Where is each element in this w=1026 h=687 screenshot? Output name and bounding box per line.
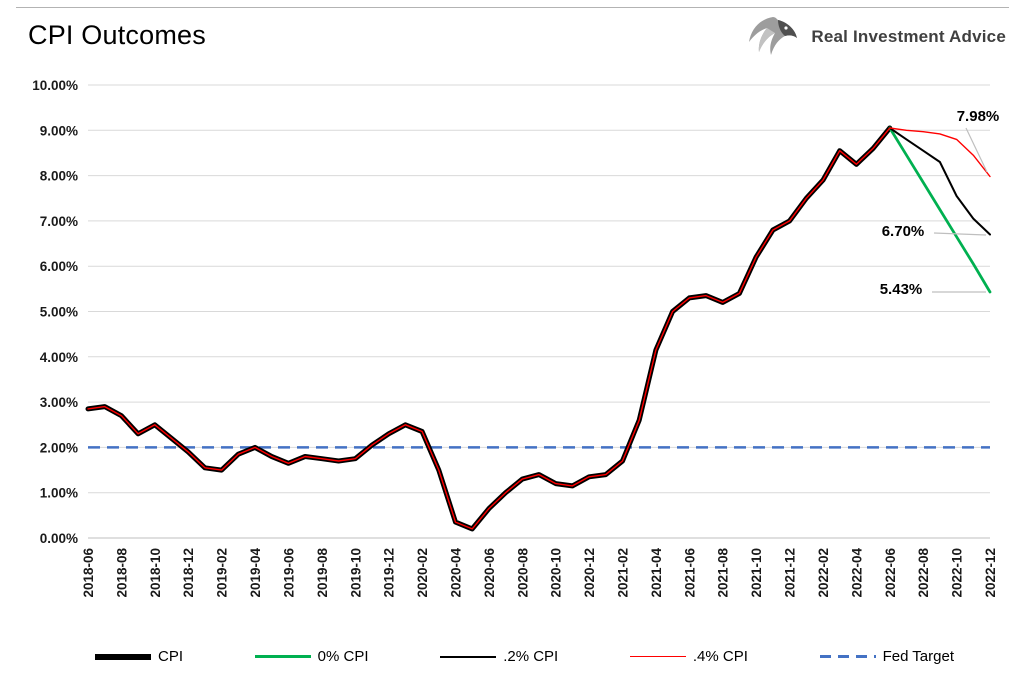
x-tick-label: 2022-10 xyxy=(950,548,965,598)
red-line-swatch-icon xyxy=(629,655,686,658)
y-tick-label: 3.00% xyxy=(40,395,78,410)
x-tick-label: 2018-06 xyxy=(81,548,96,598)
series-0pct-cpi xyxy=(888,126,992,294)
x-tick-label: 2021-06 xyxy=(682,548,697,598)
x-tick-label: 2018-08 xyxy=(114,548,129,598)
y-tick-label: 8.00% xyxy=(40,169,78,184)
x-tick-label: 2021-10 xyxy=(749,548,764,598)
x-tick-label: 2020-10 xyxy=(549,548,564,598)
legend-item-04pct-cpi[interactable]: .4% CPI xyxy=(629,648,748,665)
y-tick-label: 9.00% xyxy=(40,123,78,138)
x-tick-label: 2021-04 xyxy=(649,548,664,598)
chart-title: CPI Outcomes xyxy=(28,20,206,50)
legend-label: .2% CPI xyxy=(503,648,559,665)
y-tick-label: 0.00% xyxy=(40,531,78,546)
y-tick-label: 6.00% xyxy=(40,259,78,274)
annotation-label: 7.98% xyxy=(957,108,1000,125)
legend-item-cpi[interactable]: CPI xyxy=(95,648,183,665)
legend-label: Fed Target xyxy=(882,648,954,665)
chart-legend: CPI 0% CPI .2% CPI .4% CPI Fed Target xyxy=(95,648,954,665)
x-tick-label: 2019-06 xyxy=(281,548,296,598)
x-tick-label: 2020-08 xyxy=(515,548,530,598)
y-tick-label: 5.00% xyxy=(40,305,78,320)
x-tick-label: 2019-10 xyxy=(348,548,363,598)
x-tick-label: 2021-08 xyxy=(716,548,731,598)
x-tick-label: 2022-12 xyxy=(983,548,998,598)
x-tick-label: 2019-08 xyxy=(315,548,330,598)
x-tick-label: 2022-08 xyxy=(916,548,931,598)
x-tick-label: 2022-06 xyxy=(883,548,898,598)
legend-label: 0% CPI xyxy=(317,648,369,665)
cpi-line-swatch-icon xyxy=(95,653,151,660)
chart-canvas: 0.00% 1.00% 2.00% 3.00% 4.00% 5.00% 6.00% 7.00%… xyxy=(32,78,1000,598)
x-tick-label: 2020-04 xyxy=(448,548,463,598)
annotation-leader-line xyxy=(965,127,988,173)
y-tick-label: 4.00% xyxy=(40,350,78,365)
legend-label: .4% CPI xyxy=(692,648,748,665)
x-tick-label: 2018-12 xyxy=(181,548,196,598)
x-tick-label: 2021-02 xyxy=(616,548,631,598)
x-tick-label: 2019-12 xyxy=(382,548,397,598)
x-tick-label: 2020-12 xyxy=(582,548,597,598)
annotation-label: 5.43% xyxy=(880,281,923,298)
logo-text: Real Investment Advice xyxy=(811,26,1006,46)
x-tick-label: 2019-04 xyxy=(248,548,263,598)
x-tick-label: 2022-04 xyxy=(849,548,864,598)
x-tick-label: 2018-10 xyxy=(148,548,163,598)
black-line-swatch-icon xyxy=(440,655,497,658)
series-04pct-cpi xyxy=(87,127,991,530)
eagle-logo-icon xyxy=(749,17,798,55)
annotation-leader-line xyxy=(933,232,987,236)
green-line-swatch-icon xyxy=(254,655,311,658)
x-tick-label: 2020-06 xyxy=(482,548,497,598)
x-tick-label: 2022-02 xyxy=(816,548,831,598)
y-tick-label: 1.00% xyxy=(40,486,78,501)
x-tick-label: 2021-12 xyxy=(783,548,798,598)
logo: Real Investment Advice xyxy=(744,14,1006,59)
y-tick-label: 10.00% xyxy=(32,78,78,93)
annotation-label: 6.70% xyxy=(882,223,925,240)
x-tick-label: 2019-02 xyxy=(215,548,230,598)
legend-label: CPI xyxy=(158,648,184,665)
y-tick-label: 2.00% xyxy=(40,440,78,455)
y-tick-label: 7.00% xyxy=(40,214,78,229)
legend-item-0pct-cpi[interactable]: 0% CPI xyxy=(254,648,369,665)
series-02pct-cpi xyxy=(888,127,991,236)
legend-item-02pct-cpi[interactable]: .2% CPI xyxy=(440,648,558,665)
chart-top-border xyxy=(16,7,1009,8)
x-tick-label: 2020-02 xyxy=(415,548,430,598)
chart-header: CPI Outcomes Real Investment Advice xyxy=(28,10,1006,59)
legend-item-fed-target[interactable]: Fed Target xyxy=(819,648,954,665)
blue-dashed-line-swatch-icon xyxy=(819,655,876,658)
